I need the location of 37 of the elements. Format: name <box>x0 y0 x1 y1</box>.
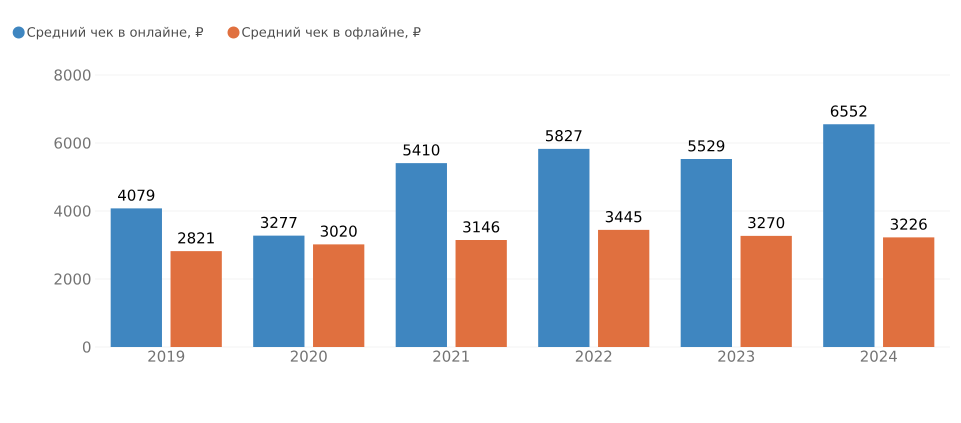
y-tick-label: 0 <box>82 341 90 353</box>
data-label: 3020 <box>320 225 357 237</box>
x-tick-label: 2019 <box>148 350 184 362</box>
data-label: 6552 <box>830 105 866 117</box>
data-label: 3445 <box>606 211 642 222</box>
bar <box>170 251 222 347</box>
data-label: 3270 <box>748 216 784 228</box>
y-tick-label: 2000 <box>54 273 90 285</box>
bar <box>598 230 650 347</box>
y-tick-label: 6000 <box>54 137 90 149</box>
bar <box>110 208 162 347</box>
data-label: 2821 <box>178 232 214 244</box>
legend-label: Средний чек в онлайне, ₽ <box>27 26 204 40</box>
bar <box>456 240 507 347</box>
bar <box>883 237 934 347</box>
bar <box>680 159 732 347</box>
data-label: 5529 <box>688 140 724 152</box>
data-label: 4079 <box>118 189 154 201</box>
x-tick-label: 2021 <box>433 350 469 362</box>
data-label: 3226 <box>890 218 927 230</box>
bar <box>538 148 590 347</box>
data-label: 5827 <box>546 130 582 142</box>
bar <box>740 236 792 347</box>
bar <box>823 124 874 347</box>
x-tick-label: 2024 <box>860 350 897 362</box>
data-label: 3146 <box>463 221 500 233</box>
x-tick-label: 2020 <box>290 350 327 362</box>
data-label: 5410 <box>403 144 440 156</box>
x-tick-label: 2022 <box>576 350 612 362</box>
legend-label: Средний чек в офлайне, ₽ <box>242 26 421 40</box>
bar <box>313 244 364 347</box>
bar <box>396 163 447 347</box>
data-label: 3277 <box>260 216 297 228</box>
bar <box>253 236 304 347</box>
y-tick-label: 4000 <box>54 205 90 217</box>
x-tick-label: 2023 <box>718 350 754 362</box>
y-tick-label: 8000 <box>54 69 90 81</box>
